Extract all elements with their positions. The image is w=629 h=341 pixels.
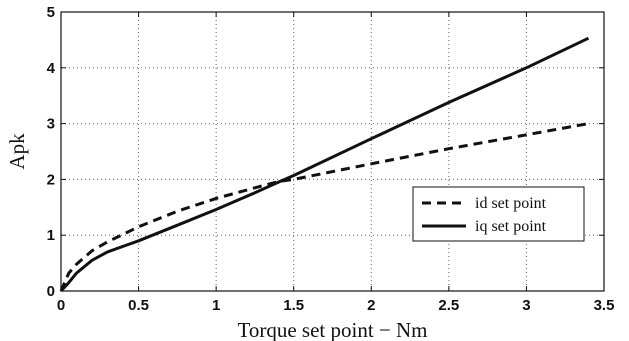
series-line-iq xyxy=(59,36,590,293)
x-tick-label: 3.5 xyxy=(594,297,615,314)
legend-box xyxy=(412,186,585,242)
y-tick-label: 1 xyxy=(47,227,55,244)
legend-label: iq set point xyxy=(475,218,547,235)
plot-frame xyxy=(60,11,605,292)
x-tick-label: 1 xyxy=(212,297,220,314)
x-tick-label: 3 xyxy=(522,297,530,314)
x-tick-label: 2 xyxy=(367,297,375,314)
y-tick-label: 3 xyxy=(47,116,55,133)
x-axis-title: Torque set point − Nm xyxy=(237,318,427,341)
y-tick-label: 0 xyxy=(47,283,55,300)
y-tick-label: 4 xyxy=(47,60,56,77)
plot-border xyxy=(60,11,605,292)
x-tick-label: 1.5 xyxy=(283,297,304,314)
legend-label: id set point xyxy=(475,195,547,212)
axis-ticks: 0 0.5 1 1.5 2 2.5 3 3.5 0 1 2 3 4 5 xyxy=(47,4,615,314)
y-tick-label: 2 xyxy=(47,171,55,188)
x-tick-label: 2.5 xyxy=(438,297,459,314)
y-axis-title: Apk xyxy=(5,133,29,170)
x-tick-label: 0 xyxy=(57,297,65,314)
y-tick-label: 5 xyxy=(47,4,55,21)
x-tick-label: 0.5 xyxy=(128,297,149,314)
series-lines xyxy=(59,36,590,293)
grid-lines xyxy=(61,12,604,291)
series-line-id xyxy=(59,122,589,292)
legend: id set point iq set point xyxy=(412,186,585,242)
